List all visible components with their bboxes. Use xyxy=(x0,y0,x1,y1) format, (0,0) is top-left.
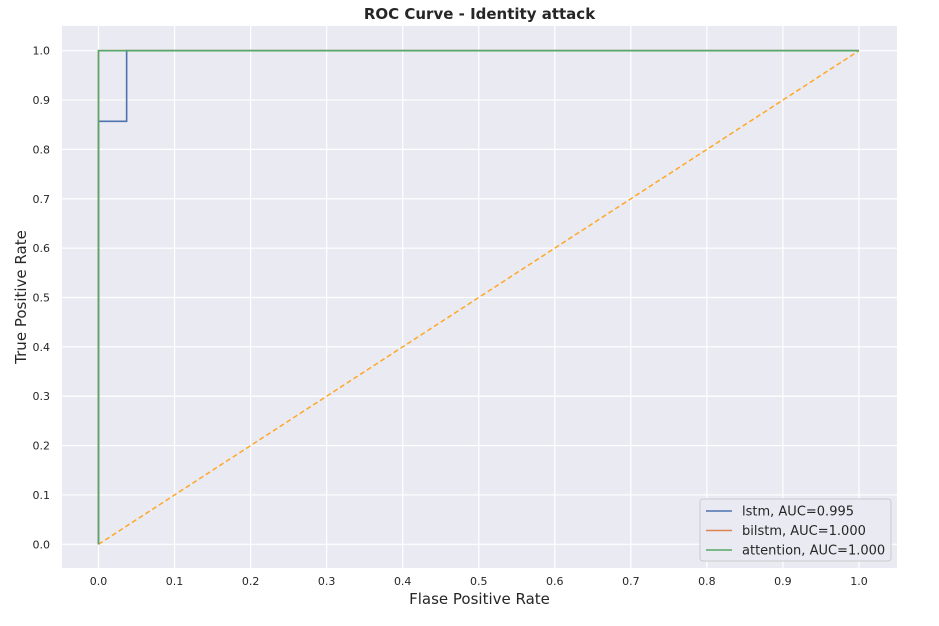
y-axis-ticks: 0.0 0.1 0.2 0.3 0.4 0.5 0.6 0.7 0.8 0.9 1.0 xyxy=(33,45,51,552)
y-tick-label: 1.0 xyxy=(33,45,51,58)
legend-label-1: bilstm, AUC=1.000 xyxy=(742,524,866,539)
x-tick-label: 0.9 xyxy=(774,575,792,588)
x-tick-label: 0.8 xyxy=(698,575,716,588)
x-tick-label: 0.2 xyxy=(242,575,260,588)
y-tick-label: 0.0 xyxy=(33,538,51,551)
x-tick-label: 0.5 xyxy=(470,575,488,588)
legend-box xyxy=(699,498,892,562)
x-tick-label: 0.0 xyxy=(90,575,108,588)
y-tick-label: 0.1 xyxy=(33,489,51,502)
chart-title: ROC Curve - Identity attack xyxy=(364,5,596,23)
y-tick-label: 0.2 xyxy=(33,440,51,453)
legend: lstm, AUC=0.995 bilstm, AUC=1.000 attentio… xyxy=(699,498,892,562)
series-line-2 xyxy=(97,49,859,545)
x-tick-label: 0.7 xyxy=(622,575,640,588)
x-tick-label: 0.4 xyxy=(394,575,412,588)
x-tick-label: 0.3 xyxy=(318,575,336,588)
x-axis-ticks: 0.0 0.1 0.2 0.3 0.4 0.5 0.6 0.7 0.8 0.9 1.0 xyxy=(90,575,868,588)
y-tick-label: 0.3 xyxy=(33,390,51,403)
y-tick-label: 0.4 xyxy=(33,341,51,354)
x-tick-label: 0.1 xyxy=(166,575,184,588)
y-tick-label: 0.5 xyxy=(33,291,51,304)
x-axis-label: Flase Positive Rate xyxy=(409,590,550,608)
reference-diagonal-line xyxy=(98,50,860,545)
x-tick-label: 0.6 xyxy=(546,575,564,588)
x-tick-label: 1.0 xyxy=(850,575,868,588)
y-tick-label: 0.9 xyxy=(33,94,51,107)
legend-label-0: lstm, AUC=0.995 xyxy=(742,505,854,520)
y-tick-label: 0.6 xyxy=(33,242,51,255)
legend-label-2: attention, AUC=1.000 xyxy=(742,544,885,559)
series-layer xyxy=(97,49,860,545)
y-tick-label: 0.7 xyxy=(33,193,51,206)
y-axis-label: True Positive Rate xyxy=(12,230,30,365)
y-tick-label: 0.8 xyxy=(33,143,51,156)
